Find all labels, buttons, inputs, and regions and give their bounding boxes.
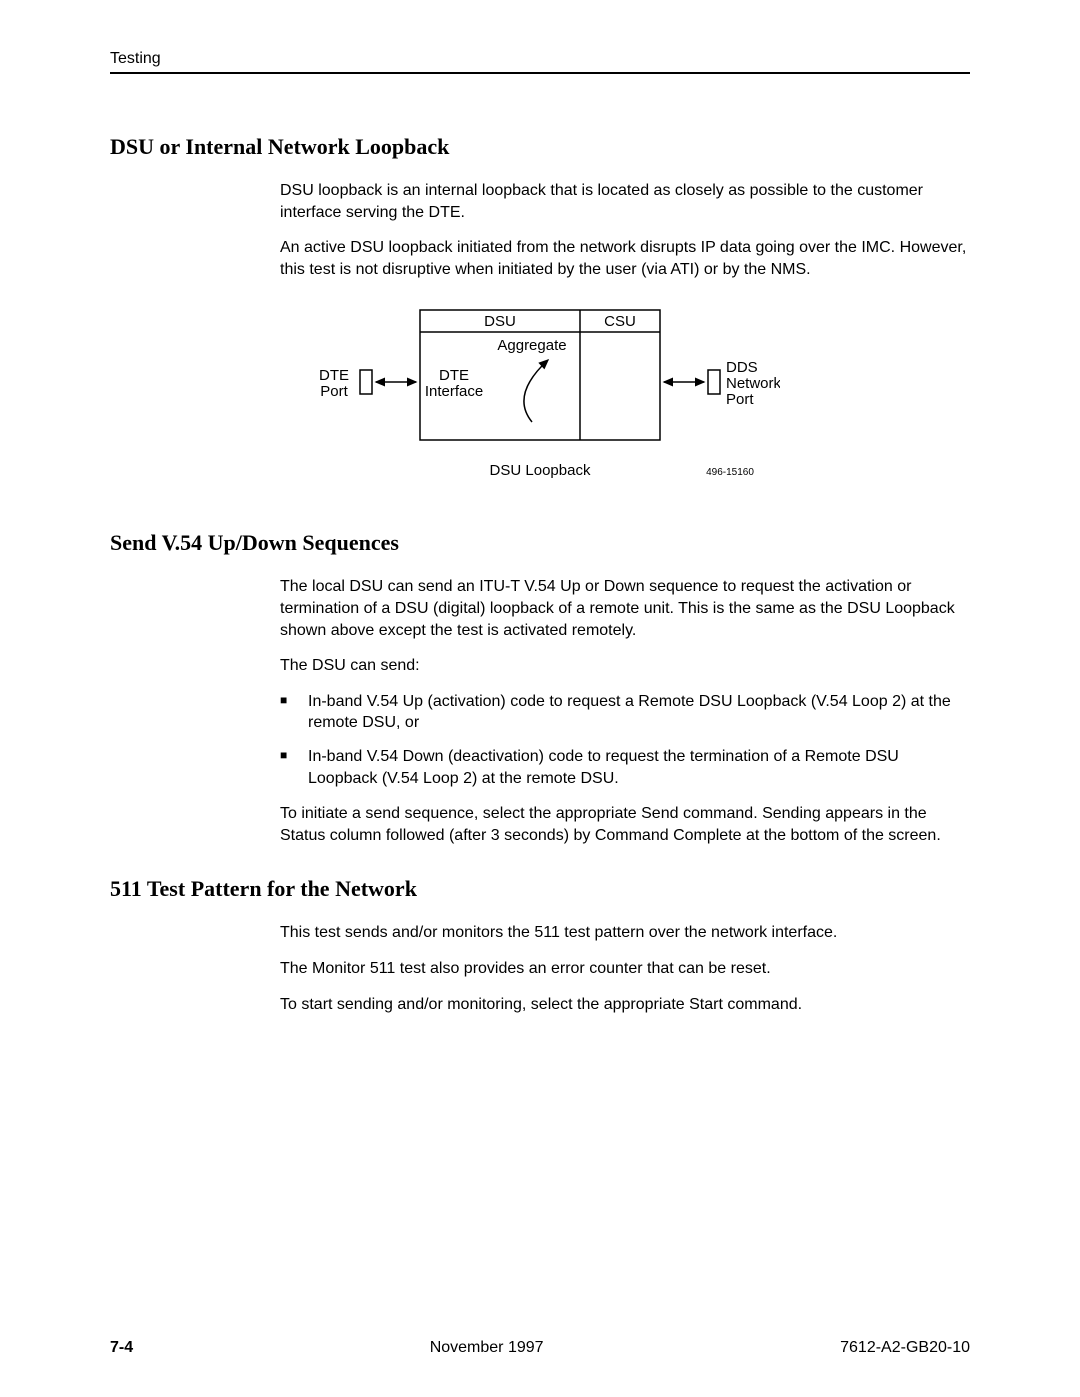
label-dds-2: Network [726,375,780,392]
diagram-caption: DSU Loopback [490,462,591,479]
label-dte-port-1: DTE [319,367,349,384]
para-511-3: To start sending and/or monitoring, sele… [280,994,970,1016]
footer-doc-id: 7612-A2-GB20-10 [840,1339,970,1357]
para-511-1: This test sends and/or monitors the 511 … [280,922,970,944]
label-dds-3: Port [726,391,754,408]
footer-date: November 1997 [430,1339,544,1357]
page: Testing DSU or Internal Network Loopback… [0,0,1080,1397]
label-csu: CSU [604,313,636,330]
heading-511: 511 Test Pattern for the Network [110,876,970,902]
para-v54-1: The local DSU can send an ITU-T V.54 Up … [280,576,970,641]
header-rule [110,72,970,74]
label-dte-port-2: Port [320,383,348,400]
diagram-fig-id: 496-15160 [706,467,754,478]
heading-v54: Send V.54 Up/Down Sequences [110,530,970,556]
para-v54-3: To initiate a send sequence, select the … [280,803,970,846]
para-dsu-loopback-2: An active DSU loopback initiated from th… [280,237,970,280]
para-v54-2: The DSU can send: [280,655,970,677]
label-dds-1: DDS [726,359,758,376]
label-dte-if-2: Interface [425,383,483,400]
footer-page-num: 7-4 [110,1339,133,1357]
diagram-dsu-loopback: DSU CSU Aggregate DTE Interface DTE Port… [110,300,970,500]
heading-dsu-loopback: DSU or Internal Network Loopback [110,134,970,160]
diagram-svg: DSU CSU Aggregate DTE Interface DTE Port… [300,300,780,500]
label-aggregate: Aggregate [497,337,566,354]
bullet-v54-up: In-band V.54 Up (activation) code to req… [280,691,970,734]
page-footer: 7-4 November 1997 7612-A2-GB20-10 [110,1339,970,1357]
para-511-2: The Monitor 511 test also provides an er… [280,958,970,980]
running-header: Testing [110,50,970,68]
bullet-v54-down: In-band V.54 Down (deactivation) code to… [280,746,970,789]
para-dsu-loopback-1: DSU loopback is an internal loopback tha… [280,180,970,223]
bullet-list-v54: In-band V.54 Up (activation) code to req… [280,691,970,789]
label-dte-if-1: DTE [439,367,469,384]
label-dsu: DSU [484,313,516,330]
